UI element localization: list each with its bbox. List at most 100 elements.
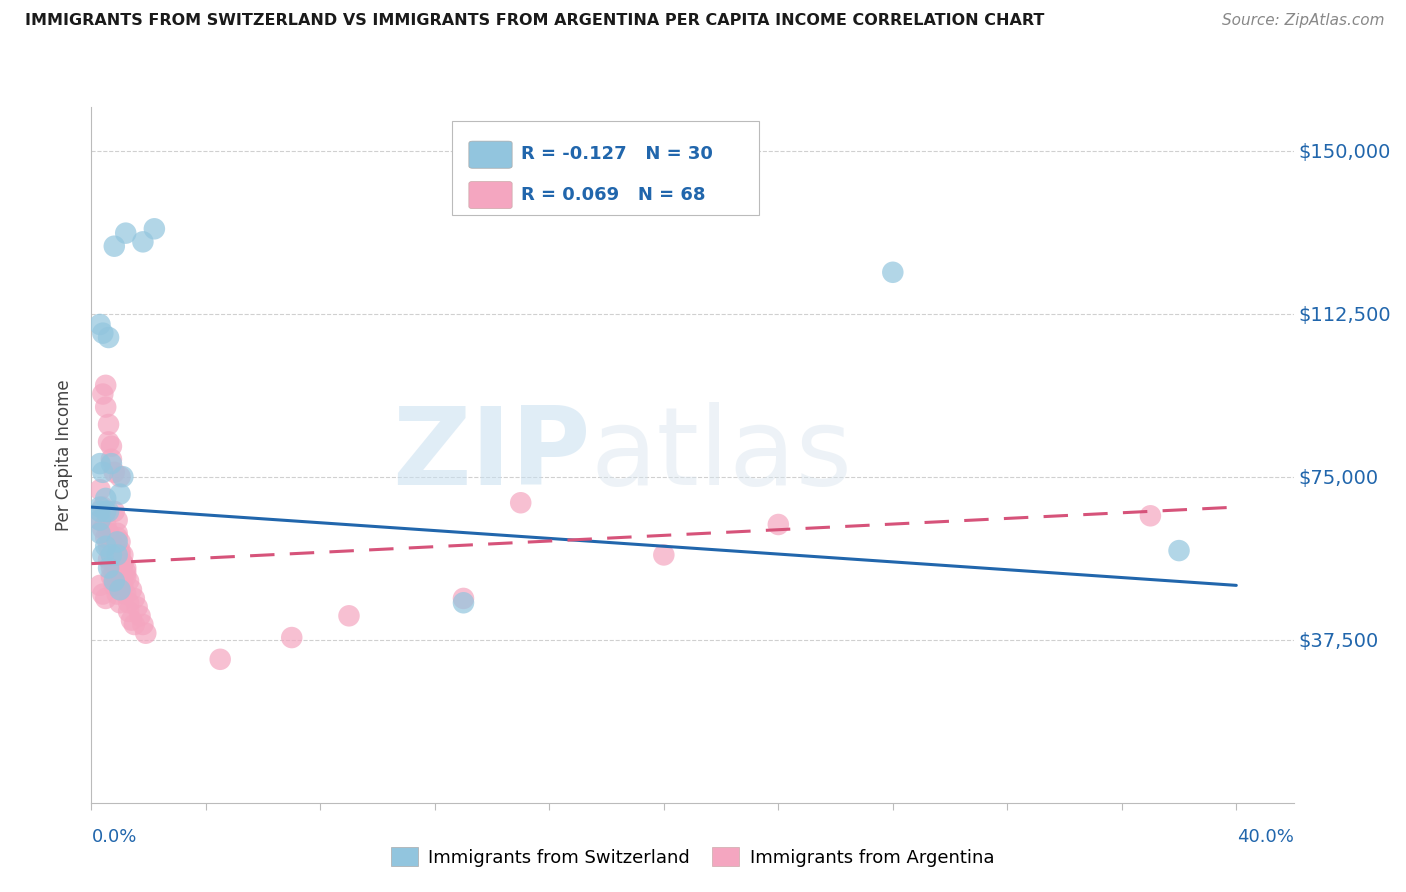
Point	[89, 500, 111, 514]
Point	[97, 504, 120, 518]
Text: R = 0.069   N = 68: R = 0.069 N = 68	[520, 186, 704, 203]
Point	[100, 548, 122, 562]
Point	[135, 626, 157, 640]
Point	[114, 561, 136, 575]
Point	[89, 318, 111, 332]
Point	[91, 587, 114, 601]
Point	[111, 557, 134, 571]
Point	[89, 457, 111, 471]
Point	[91, 548, 114, 562]
Point	[1139, 508, 1161, 523]
Point	[117, 574, 139, 588]
Point	[94, 531, 117, 545]
Point	[100, 570, 122, 584]
Point	[94, 378, 117, 392]
Text: 40.0%: 40.0%	[1237, 828, 1294, 846]
Point	[121, 613, 143, 627]
Point	[337, 608, 360, 623]
Point	[97, 561, 120, 575]
Point	[105, 587, 128, 601]
Point	[89, 526, 111, 541]
Point	[89, 483, 111, 497]
Point	[209, 652, 232, 666]
Point	[103, 557, 125, 571]
Point	[94, 504, 117, 518]
Point	[124, 591, 146, 606]
FancyBboxPatch shape	[468, 181, 512, 209]
Point	[111, 548, 134, 562]
Point	[89, 504, 111, 518]
Point	[100, 548, 122, 562]
Point	[108, 557, 131, 571]
Point	[91, 466, 114, 480]
Point	[91, 326, 114, 341]
Point	[121, 582, 143, 597]
Point	[132, 235, 155, 249]
Point	[103, 566, 125, 580]
Point	[143, 222, 166, 236]
Point	[117, 605, 139, 619]
Point	[105, 574, 128, 588]
Point	[97, 552, 120, 566]
Point	[114, 226, 136, 240]
Point	[124, 617, 146, 632]
Point	[94, 491, 117, 506]
Point	[108, 582, 131, 597]
Point	[100, 439, 122, 453]
Point	[111, 557, 134, 571]
Point	[108, 596, 131, 610]
Point	[453, 591, 475, 606]
FancyBboxPatch shape	[451, 121, 759, 215]
Point	[97, 417, 120, 432]
Point	[89, 513, 111, 527]
Point	[94, 591, 117, 606]
Text: 0.0%: 0.0%	[91, 828, 136, 846]
Point	[132, 617, 155, 632]
Point	[108, 548, 131, 562]
Point	[94, 504, 117, 518]
Point	[91, 522, 114, 536]
Point	[103, 504, 125, 518]
Point	[103, 578, 125, 592]
Point	[100, 457, 122, 471]
Point	[108, 535, 131, 549]
Point	[97, 330, 120, 344]
Point	[97, 434, 120, 449]
Point	[105, 531, 128, 545]
Text: IMMIGRANTS FROM SWITZERLAND VS IMMIGRANTS FROM ARGENTINA PER CAPITA INCOME CORRE: IMMIGRANTS FROM SWITZERLAND VS IMMIGRANT…	[25, 13, 1045, 29]
Point	[89, 578, 111, 592]
Point	[453, 596, 475, 610]
FancyBboxPatch shape	[468, 141, 512, 169]
Point	[94, 539, 117, 553]
Point	[105, 535, 128, 549]
Point	[114, 566, 136, 580]
Point	[114, 587, 136, 601]
Point	[129, 608, 152, 623]
Point	[652, 548, 675, 562]
Point	[100, 452, 122, 467]
Point	[117, 596, 139, 610]
Point	[100, 561, 122, 575]
Point	[103, 239, 125, 253]
Point	[100, 535, 122, 549]
Point	[103, 574, 125, 588]
Point	[1168, 543, 1191, 558]
Point	[103, 466, 125, 480]
Point	[105, 526, 128, 541]
Point	[281, 631, 304, 645]
Point	[97, 539, 120, 553]
Point	[105, 548, 128, 562]
Point	[94, 400, 117, 414]
Point	[89, 513, 111, 527]
Legend: Immigrants from Switzerland, Immigrants from Argentina: Immigrants from Switzerland, Immigrants …	[384, 840, 1001, 874]
Point	[97, 526, 120, 541]
Point	[105, 513, 128, 527]
Point	[768, 517, 790, 532]
Point	[111, 469, 134, 483]
Point	[91, 500, 114, 514]
Point	[882, 265, 904, 279]
Text: R = -0.127   N = 30: R = -0.127 N = 30	[520, 145, 713, 163]
Text: ZIP: ZIP	[392, 402, 591, 508]
Point	[108, 543, 131, 558]
Point	[94, 517, 117, 532]
